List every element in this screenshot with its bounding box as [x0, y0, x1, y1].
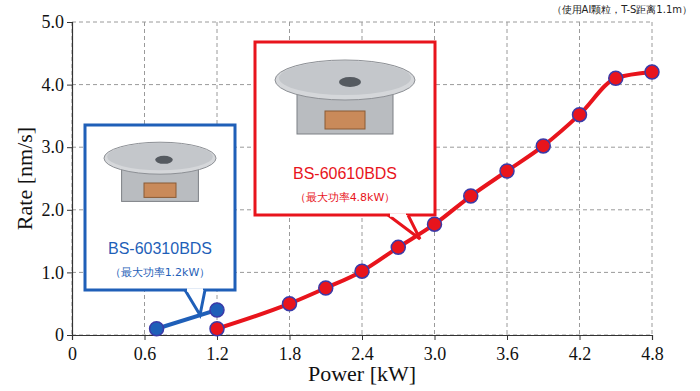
tick-mark — [362, 335, 363, 340]
tick: 1.0 — [42, 263, 73, 283]
point — [355, 264, 369, 278]
tick-mark — [580, 335, 581, 340]
tick-mark — [652, 335, 653, 340]
point — [609, 71, 623, 85]
tick-label: 3.0 — [42, 137, 65, 157]
x-axis: 0 0.6 1.2 1.8 2.4 3.0 3.6 4.2 4.8 — [68, 335, 664, 364]
tick: 4.8 — [641, 335, 664, 364]
tick-label: 4.8 — [641, 344, 664, 364]
point — [391, 240, 405, 254]
tick-label: 4.2 — [569, 344, 592, 364]
point — [428, 217, 442, 231]
callout-note: （最大功率1.2kW） — [110, 266, 211, 279]
grid-line-x — [579, 22, 580, 335]
tick: 2.0 — [42, 200, 73, 220]
tick: 1.2 — [206, 335, 229, 364]
product-icon — [104, 142, 216, 201]
tick-label: 0 — [55, 325, 64, 345]
tick: 4.2 — [569, 335, 592, 364]
tick-mark — [67, 272, 72, 273]
point — [150, 322, 164, 336]
grid — [72, 22, 652, 335]
tick-label: 4.0 — [42, 75, 65, 95]
tick-label: 1.0 — [42, 263, 65, 283]
tick-label: 0.6 — [134, 344, 157, 364]
tick: 3.0 — [424, 335, 447, 364]
point — [210, 303, 224, 317]
callout-joint — [390, 213, 406, 217]
tick-mark — [435, 335, 436, 340]
tick-mark — [67, 147, 72, 148]
series-line — [157, 310, 217, 329]
tick-mark — [290, 335, 291, 340]
tick-label: 1.8 — [279, 344, 302, 364]
tick-mark — [67, 85, 72, 86]
tick-label: 0 — [68, 344, 77, 364]
tick: 5.0 — [42, 12, 73, 32]
tick-label: 2.0 — [42, 200, 65, 220]
series-line — [217, 72, 652, 329]
grid-line-y — [72, 22, 652, 23]
tick-mark — [67, 335, 72, 336]
tick-label: 3.0 — [424, 344, 447, 364]
callout-box — [85, 125, 235, 290]
tick-mark — [507, 335, 508, 340]
tick-mark — [145, 335, 146, 340]
tick-label: 3.6 — [496, 344, 519, 364]
tick: 0.6 — [134, 335, 157, 364]
y-axis-title: Rate [nm/s] — [12, 127, 37, 230]
series-name: BS-60310BDS — [108, 240, 212, 257]
callout-note: （最大功率4.8kW） — [295, 191, 396, 204]
point — [500, 164, 514, 178]
tick: 0 — [55, 325, 72, 345]
axis-line — [73, 336, 653, 341]
tick: 0 — [68, 335, 77, 364]
point — [319, 281, 333, 295]
tick: 2.4 — [351, 335, 374, 364]
point — [464, 189, 478, 203]
product-icon — [275, 60, 415, 134]
callout: BS-60310BDS （最大功率1.2kW） — [85, 125, 235, 315]
tick-mark — [67, 210, 72, 211]
chart: 0 0.6 1.2 1.8 2.4 3.0 3.6 4.2 4.8 0 1.0 2.0 3.0 4.0 5.… — [0, 0, 700, 391]
tick: 3.0 — [42, 137, 73, 157]
point — [573, 108, 587, 122]
axis-line — [67, 23, 73, 336]
y-axis: 0 1.0 2.0 3.0 4.0 5.0 — [42, 12, 73, 345]
x-axis-title: Power [kW] — [308, 361, 416, 386]
callout-box — [255, 42, 435, 215]
tick: 3.6 — [496, 335, 519, 364]
point — [210, 322, 224, 336]
callout-pointer — [185, 290, 205, 315]
note: （使用Al颗粒，T-S距离1.1m） — [552, 4, 692, 15]
callout: BS-60610BDS （最大功率4.8kW） — [255, 42, 435, 239]
point — [536, 139, 550, 153]
point — [645, 65, 659, 79]
tick-mark — [67, 22, 72, 23]
marks — [150, 65, 659, 336]
tick: 4.0 — [42, 75, 73, 95]
tick-label: 5.0 — [42, 12, 65, 32]
callout-joint — [187, 288, 203, 292]
series-name: BS-60610BDS — [293, 165, 397, 182]
tick-label: 1.2 — [206, 344, 229, 364]
tick: 1.8 — [279, 335, 302, 364]
point — [283, 297, 297, 311]
